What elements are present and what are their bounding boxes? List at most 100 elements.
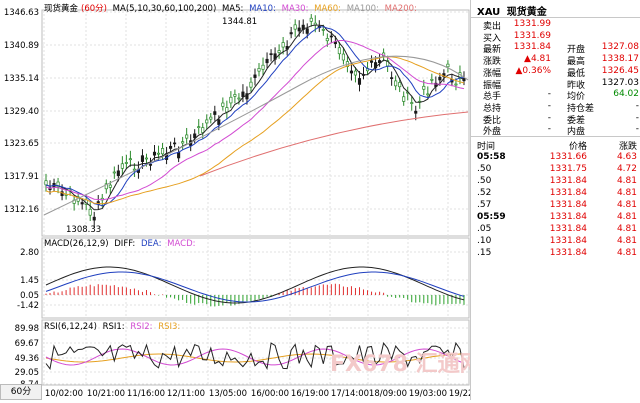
candle-body	[353, 70, 358, 76]
ma5-line	[45, 24, 465, 211]
candle-body	[394, 80, 398, 87]
tick-time: 05:59	[477, 212, 506, 222]
rsi-axis-label: 69.67	[15, 339, 39, 349]
candle-body	[181, 141, 185, 144]
tick-change: 4.72	[616, 164, 637, 174]
dea-label: DEA:	[141, 239, 162, 249]
tick-change: 4.81	[616, 248, 637, 258]
tick-change: 4.81	[616, 200, 637, 210]
rsi-header: RSI(6,12,24) RSI1: RSI2: RSI3:	[44, 322, 183, 332]
quote-value: 1331.99	[513, 19, 551, 29]
quote-row: 买入 1331.69	[473, 31, 639, 44]
ma200-line	[199, 111, 469, 177]
ma60-line	[45, 56, 465, 205]
tick-row: .50 1331.84 4.81	[473, 176, 639, 188]
macd-header: MACD(26,12,9) DIFF: DEA: MACD:	[44, 239, 199, 249]
quote-value: 1331.69	[513, 30, 551, 41]
quote-label: 卖出	[483, 22, 502, 32]
candle-body	[301, 24, 305, 30]
quote-label-2: 最高	[567, 57, 586, 68]
candle-body	[92, 216, 96, 221]
candle-body	[112, 171, 116, 174]
candle-body	[261, 64, 265, 70]
macd-params: MACD(26,12,9)	[44, 239, 109, 249]
chart-area[interactable]: 10/02:00 10/21:00 11/16:00 12/11:00 13/05:00…	[0, 0, 487, 400]
time-label: 16/00:00	[251, 389, 289, 399]
candle-body	[225, 107, 229, 113]
quote-value-2: 1327.03	[601, 77, 639, 88]
quote-row: 涨幅 ▲0.36% 最低 1326.45	[473, 66, 639, 79]
candle-body	[249, 81, 253, 88]
quote-row: 卖出 1331.99	[473, 19, 639, 32]
candle-body	[148, 164, 153, 166]
quote-row: 总持 - 持仓差 -	[473, 101, 639, 114]
candle-body	[173, 142, 177, 145]
candle-body	[217, 119, 221, 125]
ma-params: MA(5,10,30,60,100,200)	[112, 4, 217, 14]
candle-body	[233, 94, 237, 97]
candle-body	[329, 35, 333, 38]
candle-body	[56, 181, 60, 188]
tick-price: 1331.75	[549, 164, 587, 174]
quote-label: 委比	[483, 115, 502, 126]
quote-label: 涨跌	[483, 57, 502, 68]
tick-price: 1331.84	[549, 188, 587, 198]
candle-body	[197, 126, 201, 129]
candle-body	[374, 62, 378, 69]
candle-body	[277, 50, 281, 53]
quote-label-2: 昨收	[567, 80, 586, 91]
candle-body	[402, 96, 406, 102]
candle-body	[269, 53, 273, 56]
quote-label-2: 最低	[567, 68, 586, 79]
rsi2-label: RSI2:	[130, 322, 153, 332]
tick-row: .57 1331.84 4.81	[473, 200, 639, 212]
tick-change: 4.81	[616, 176, 637, 186]
candle-body	[398, 82, 402, 88]
candle-body	[289, 32, 293, 35]
macd-axis-label: -1.42	[17, 301, 39, 311]
quote-symbol: XAU	[477, 7, 501, 18]
ticks-time-header: 时间	[477, 142, 496, 152]
time-label: 19/22:00	[449, 389, 470, 399]
candle-body	[156, 152, 161, 155]
quote-value-2: -	[635, 124, 639, 135]
rsi-axis-label: 49.36	[15, 354, 39, 364]
candle-body	[265, 58, 269, 64]
candle-body	[293, 24, 297, 30]
ma200-label: MA200:	[384, 4, 417, 14]
tick-change: 4.81	[616, 188, 637, 198]
ma100-label: MA100:	[346, 4, 379, 14]
rsi-params: RSI(6,12,24)	[44, 322, 97, 332]
candle-body	[446, 63, 450, 68]
candle-body	[369, 60, 374, 63]
quote-row: 总手 - 均价 64.02	[473, 89, 639, 102]
candle-body	[108, 184, 112, 188]
quote-name: 现货黄金	[506, 7, 547, 18]
time-label: 10/02:00	[45, 389, 83, 399]
candle-body	[454, 83, 458, 86]
tick-price: 1331.84	[549, 236, 587, 246]
rsi-axis-label: 29.05	[15, 368, 39, 378]
ma60-label: MA60:	[314, 4, 341, 14]
period-tab-60min[interactable]: 60分	[0, 384, 42, 400]
tick-change: 4.81	[616, 212, 637, 222]
diff-line	[45, 266, 465, 304]
tick-change: 4.81	[616, 224, 637, 234]
candle-body	[281, 42, 285, 48]
tick-price: 1331.84	[549, 212, 587, 222]
quote-panel: XAU 现货黄金 卖出 1331.99 买入 1331.69 最新 1331.84 开盘 13…	[470, 0, 640, 400]
candle-body	[88, 208, 92, 216]
time-label: 12/11:00	[167, 389, 205, 399]
ma100-line	[43, 55, 469, 216]
quote-label-2: 均价	[567, 92, 586, 103]
rsi3-label: RSI3:	[158, 322, 181, 332]
time-label: 17/14:00	[331, 389, 369, 399]
kline-chart-svg[interactable]: 10/02:00 10/21:00 11/16:00 12/11:00 13/05:00…	[0, 0, 487, 400]
tick-time: .50	[477, 176, 492, 186]
quote-value-2: 1338.17	[601, 54, 639, 65]
candle-body	[205, 119, 209, 124]
rsi-axis-label: 89.98	[15, 324, 39, 334]
macd-value-label: MACD:	[167, 239, 196, 249]
price-axis-label: 1329.40	[4, 107, 39, 117]
candle-body	[128, 158, 132, 161]
